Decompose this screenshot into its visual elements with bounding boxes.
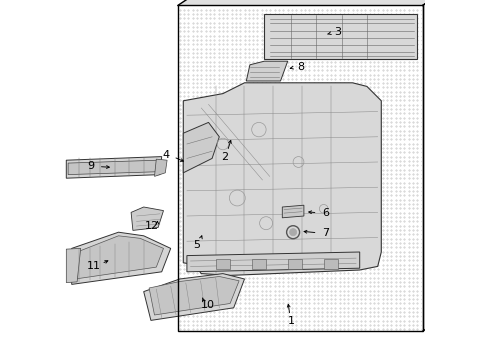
Bar bbox=[178, 5, 422, 331]
Polygon shape bbox=[143, 274, 244, 320]
Text: 10: 10 bbox=[201, 300, 214, 310]
Text: 9: 9 bbox=[87, 161, 94, 171]
Polygon shape bbox=[68, 160, 158, 175]
Polygon shape bbox=[66, 157, 162, 178]
Text: 4: 4 bbox=[162, 150, 169, 160]
Polygon shape bbox=[282, 205, 303, 218]
Text: 12: 12 bbox=[144, 221, 159, 231]
Polygon shape bbox=[154, 159, 167, 176]
Text: 8: 8 bbox=[297, 62, 304, 72]
Text: 7: 7 bbox=[321, 228, 328, 238]
Text: 1: 1 bbox=[287, 316, 294, 326]
Text: 11: 11 bbox=[87, 261, 101, 271]
Bar bbox=[287, 259, 302, 269]
Bar bbox=[215, 259, 230, 269]
Polygon shape bbox=[131, 207, 163, 230]
Polygon shape bbox=[186, 252, 359, 272]
Polygon shape bbox=[178, 0, 438, 5]
Polygon shape bbox=[183, 122, 219, 173]
Text: 2: 2 bbox=[221, 152, 228, 162]
Polygon shape bbox=[264, 14, 416, 59]
Circle shape bbox=[289, 229, 296, 236]
Polygon shape bbox=[72, 232, 170, 284]
Polygon shape bbox=[183, 83, 381, 275]
Bar bbox=[251, 259, 265, 269]
Bar bbox=[323, 259, 337, 269]
Text: 3: 3 bbox=[334, 27, 341, 37]
Polygon shape bbox=[66, 248, 81, 283]
Polygon shape bbox=[422, 0, 438, 331]
Text: 5: 5 bbox=[193, 240, 200, 250]
Text: 6: 6 bbox=[321, 208, 328, 218]
Polygon shape bbox=[75, 236, 163, 279]
Polygon shape bbox=[246, 61, 287, 81]
Polygon shape bbox=[149, 276, 239, 315]
